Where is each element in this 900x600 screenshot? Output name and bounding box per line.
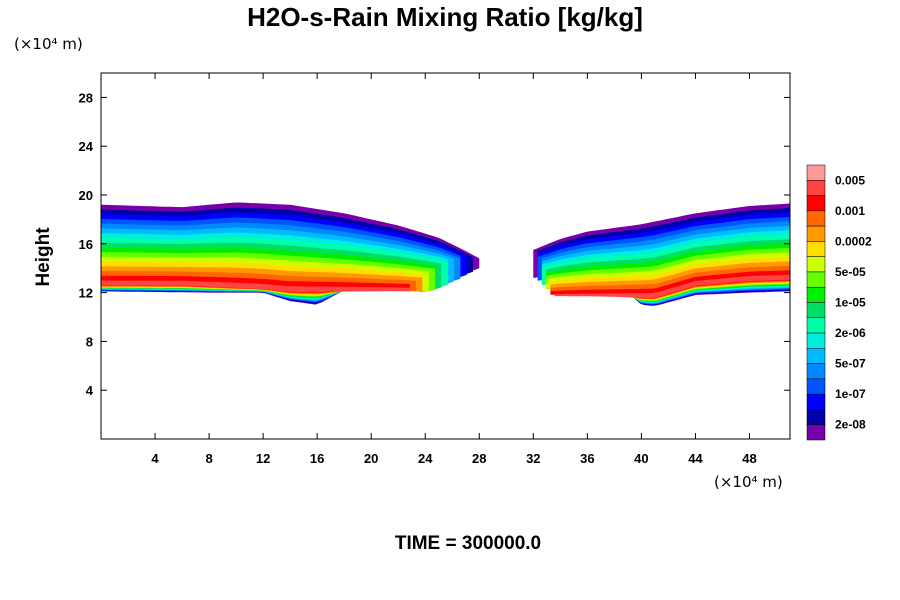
x-tick-label: 4 [151,451,159,466]
y-tick-label: 20 [79,188,93,203]
x-tick-label: 48 [742,451,756,466]
contour-field [101,202,790,306]
colorbar-swatch [806,180,826,196]
y-tick-label: 16 [79,237,93,252]
colorbar-swatch [806,393,826,410]
y-tick-label: 4 [86,383,94,398]
colorbar-swatch [806,302,826,319]
colorbar-label: 2e-06 [835,326,866,340]
colorbar-swatch [806,164,826,181]
x-tick-label: 32 [526,451,540,466]
y-tick-label: 24 [79,139,94,154]
chart-title: H2O-s-Rain Mixing Ratio [kg/kg] [247,2,643,32]
colorbar-swatch [806,409,826,425]
colorbar-swatch [806,241,826,257]
x-axis: 4 8 12 16 20 24 28 32 36 40 44 48 [151,73,757,466]
left-rain-band [101,202,480,305]
colorbar-swatch [806,378,826,395]
y-tick-label: 28 [79,90,93,105]
colorbar-swatch [806,256,826,273]
colorbar-swatch [806,348,826,364]
colorbar-swatch [806,271,826,288]
y-unit-label: (×10⁴ m) [14,35,83,53]
colorbar-swatch [806,332,826,349]
colorbar-swatch [806,424,826,441]
colorbar-label: 1e-05 [835,296,866,310]
colorbar-label: 0.005 [835,173,865,187]
y-tick-label: 12 [79,286,93,301]
contour-band [101,280,410,293]
x-tick-label: 24 [418,451,433,466]
colorbar-swatch [806,195,826,212]
y-axis: 4 8 12 16 20 24 28 [79,90,790,398]
right-rain-band [533,203,790,306]
x-unit-label: (×10⁴ m) [714,473,783,491]
colorbar: 0.005 0.001 0.0002 5e-05 1e-05 2e-06 5e-07 1e-0… [806,164,872,441]
colorbar-label: 2e-08 [835,418,866,432]
colorbar-swatch [806,210,826,227]
y-tick-label: 8 [86,334,93,349]
x-tick-label: 20 [364,451,378,466]
colorbar-swatch [806,363,826,380]
colorbar-swatch [806,317,826,334]
y-axis-label: Height [33,227,54,287]
colorbar-label: 0.0002 [835,234,872,248]
x-tick-label: 36 [580,451,594,466]
x-tick-label: 12 [256,451,270,466]
plot-frame [100,72,791,440]
contour-band [554,274,790,298]
x-tick-label: 44 [688,451,703,466]
colorbar-label: 1e-07 [835,387,866,401]
x-tick-label: 8 [205,451,212,466]
colorbar-label: 5e-05 [835,265,866,279]
x-tick-label: 16 [310,451,324,466]
colorbar-label: 5e-07 [835,357,866,371]
x-tick-label: 40 [634,451,648,466]
x-tick-label: 28 [472,451,486,466]
colorbar-swatch [806,286,826,303]
colorbar-label: 0.001 [835,204,865,218]
time-label: TIME = 300000.0 [395,533,541,554]
contour-band [550,270,790,299]
colorbar-swatch [806,225,826,242]
